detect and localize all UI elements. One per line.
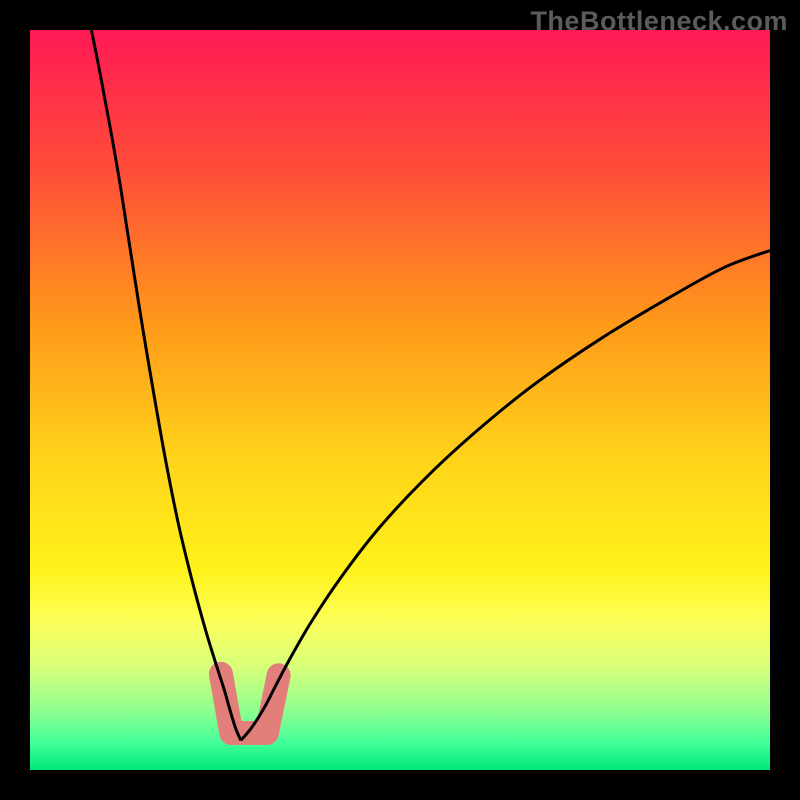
watermark-label: TheBottleneck.com: [530, 6, 788, 37]
curve-left-branch: [91, 30, 240, 740]
plot-area: [30, 30, 770, 770]
chart-container: TheBottleneck.com: [0, 0, 800, 800]
curve-right-branch: [241, 251, 770, 741]
bottleneck-curve-svg: [30, 30, 770, 770]
